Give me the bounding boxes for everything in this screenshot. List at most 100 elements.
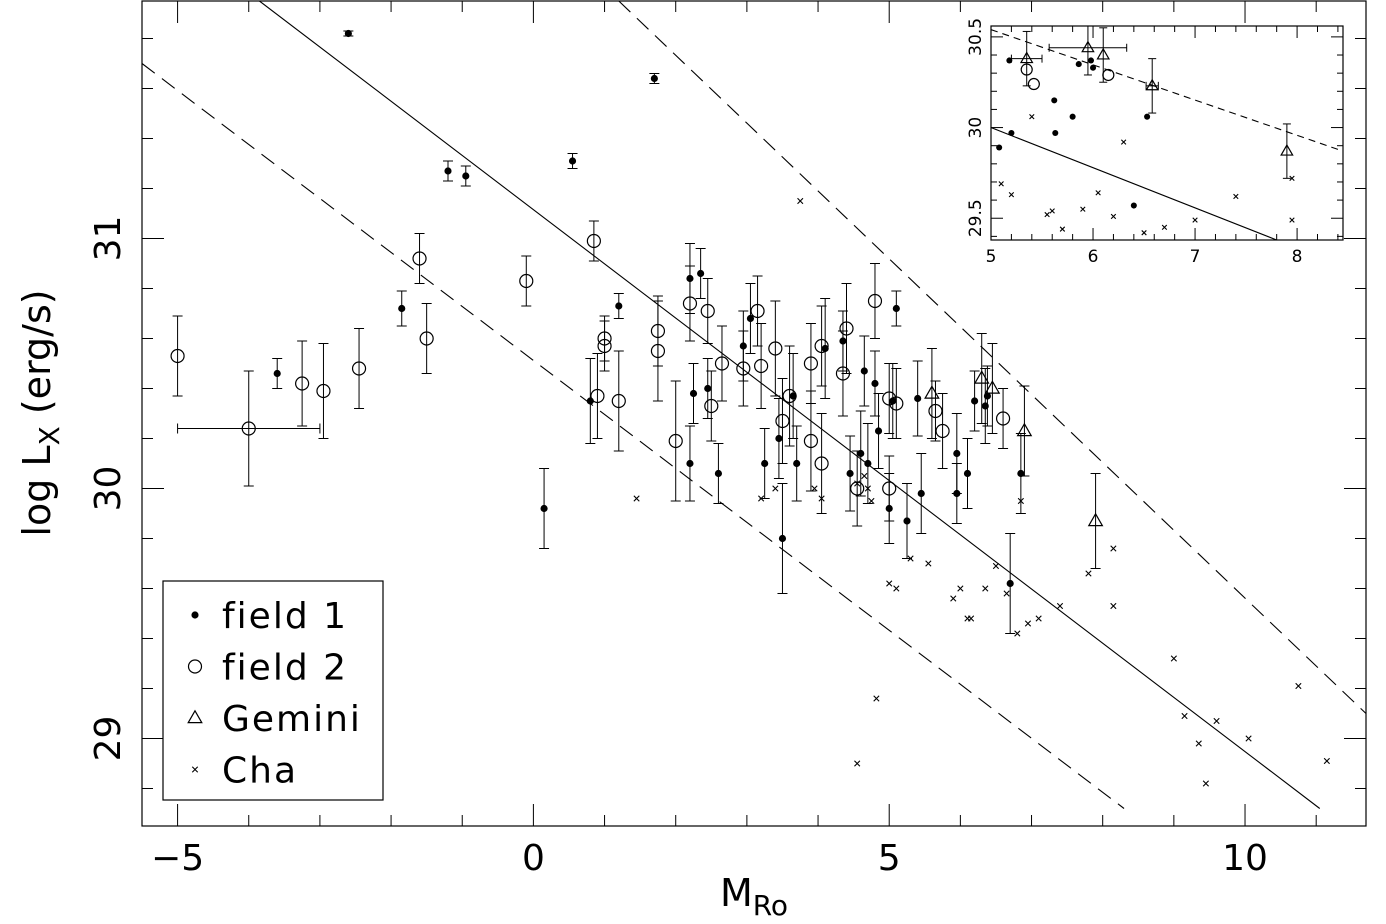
error-bar	[869, 263, 880, 339]
field-1-point	[444, 167, 452, 175]
field-2-point	[889, 396, 904, 411]
error-bar	[756, 323, 767, 409]
field-2-point	[586, 233, 601, 249]
field-1-point	[874, 427, 883, 435]
error-bar	[816, 413, 827, 514]
field-1-point	[462, 172, 470, 180]
gemini-point	[924, 385, 940, 399]
field-2-point	[682, 296, 698, 311]
error-bar	[1099, 27, 1108, 83]
field-1-point	[615, 302, 623, 310]
field-2-point	[700, 303, 715, 319]
main-data-layer	[142, 1, 1366, 809]
field-2-point	[419, 331, 434, 346]
legend-label: Cha	[222, 751, 298, 792]
inset-x-tick-label: 5	[986, 247, 997, 267]
field-1-point	[344, 29, 352, 38]
cha-point	[1044, 211, 1050, 218]
field-2-point	[736, 361, 751, 376]
field-2-point	[704, 398, 719, 414]
cha-point	[757, 495, 765, 502]
field-2-point	[882, 481, 897, 496]
field-1-point	[704, 384, 712, 393]
cha-point	[1085, 570, 1092, 577]
field-2-point	[412, 251, 427, 266]
field-2-point	[775, 413, 790, 429]
field-1-point	[1087, 57, 1095, 64]
cha-point	[854, 760, 861, 767]
inset-y-tick-label: 29.5	[966, 199, 986, 237]
cha-point	[1170, 655, 1177, 662]
field-1-point	[568, 157, 577, 165]
field-1-point	[689, 389, 698, 398]
inset-solid-fit-line	[991, 127, 1277, 240]
error-bar	[738, 330, 749, 407]
field-2-point	[995, 411, 1011, 426]
inset-x-tick-label: 6	[1088, 247, 1099, 267]
error-bar	[716, 325, 727, 402]
cha-point	[886, 580, 893, 587]
error-bar	[521, 255, 532, 307]
cha-point	[967, 615, 975, 622]
gemini-point	[1087, 512, 1104, 527]
field-1-point	[953, 489, 961, 498]
field-1-point	[1051, 97, 1058, 104]
inset-ticks	[990, 26, 1343, 240]
legend-item-field-2: field 2	[187, 648, 346, 689]
inset-series-cha	[998, 113, 1295, 236]
cha-point	[1295, 682, 1302, 690]
gemini-point	[1145, 78, 1159, 91]
inset-data-layer	[991, 26, 1343, 240]
gemini-point	[1019, 51, 1034, 64]
field-2-point	[668, 433, 683, 449]
error-bar	[976, 333, 987, 424]
field-1-point	[273, 369, 281, 378]
cha-point	[925, 560, 932, 567]
inset-dashed-fit-line	[991, 29, 1343, 152]
cha-point	[1110, 602, 1117, 610]
field-2-point	[295, 376, 310, 391]
error-bar	[588, 220, 599, 262]
inset-y-tick-label: 30.5	[966, 18, 986, 56]
field-1-point	[1075, 61, 1082, 68]
inset-plot-area: 5 6 7 8 29.5 30 30.5	[966, 18, 1344, 267]
cha-point	[1202, 780, 1209, 787]
cha-point	[907, 555, 914, 562]
error-bar	[926, 348, 937, 439]
cha-point	[950, 595, 957, 602]
error-bar	[998, 388, 1009, 449]
field-1-point	[860, 367, 868, 375]
cha-point	[1003, 590, 1010, 597]
gemini-point	[1280, 143, 1294, 156]
error-bar	[414, 233, 425, 284]
error-bar	[987, 343, 998, 434]
main-y-tick-label: 29	[88, 716, 129, 762]
field-1-point	[778, 534, 787, 543]
field-1-point	[1090, 64, 1097, 71]
error-bar	[297, 340, 308, 427]
main-x-tick-label: 10	[1222, 838, 1268, 879]
field-1-point	[650, 74, 658, 83]
field-2-point	[597, 331, 612, 346]
main-dashed-fit-line	[142, 63, 1125, 809]
cha-point	[1080, 206, 1086, 212]
cha-point	[1008, 191, 1015, 198]
field-1-point	[1006, 57, 1013, 64]
cha-point	[861, 472, 868, 480]
legend-marker	[191, 766, 199, 773]
field-1-point	[775, 434, 783, 443]
cha-point	[1245, 735, 1252, 742]
error-bar	[852, 450, 863, 527]
field-2-point	[750, 303, 765, 319]
error-bar	[784, 345, 795, 447]
error-bar	[613, 350, 624, 452]
field-2-point	[590, 388, 605, 404]
field-2-point	[803, 356, 819, 371]
cha-point	[818, 495, 825, 502]
field-1-point	[793, 459, 801, 468]
legend-marker	[187, 659, 203, 674]
field-1-point	[540, 504, 548, 513]
legend: field 1 field 2 Gemini Cha	[162, 580, 384, 801]
cha-point	[998, 181, 1004, 187]
